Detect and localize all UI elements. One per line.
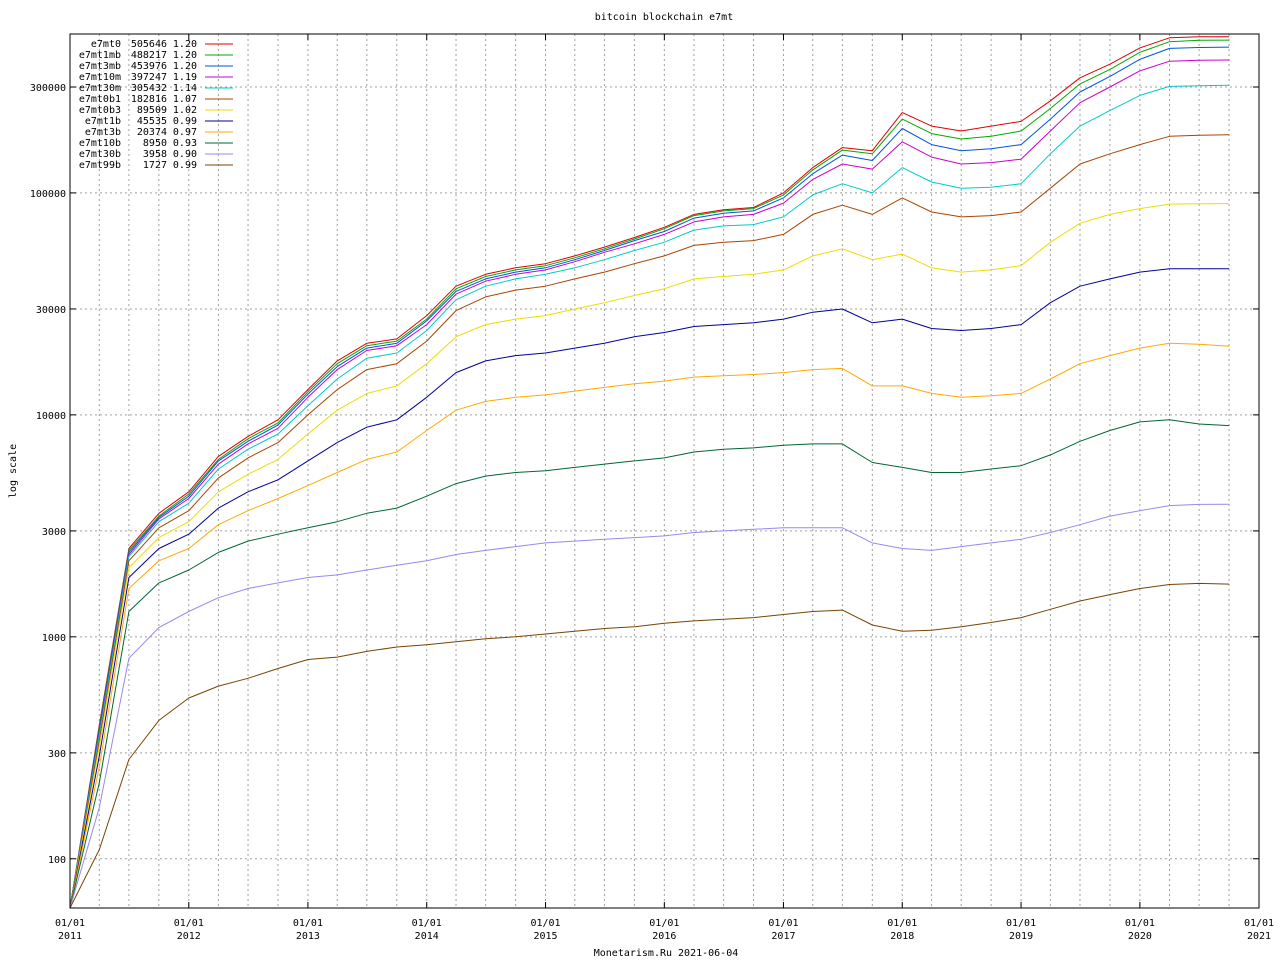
y-tick-label: 1000 bbox=[42, 633, 66, 644]
legend-entry-name: e7mt0 bbox=[91, 39, 121, 50]
legend-entry-ratio: 1.07 bbox=[173, 94, 197, 105]
series-line-e7mt3mb bbox=[69, 46, 1230, 909]
x-tick-label-year: 2015 bbox=[533, 931, 557, 942]
legend-entry-name: e7mt1b bbox=[85, 116, 121, 127]
legend-entry-count: 488217 bbox=[131, 50, 167, 61]
legend-entry-ratio: 1.20 bbox=[173, 39, 197, 50]
x-tick-label-year: 2011 bbox=[58, 931, 82, 942]
series-line-e7mt1b bbox=[69, 268, 1230, 909]
legend-entry-ratio: 0.90 bbox=[173, 149, 197, 160]
series-line-e7mt0 bbox=[69, 36, 1230, 909]
series-line-e7mt30m bbox=[69, 84, 1230, 909]
x-tick-label: 01/01 bbox=[1006, 918, 1036, 929]
y-tick-label: 3000 bbox=[42, 527, 66, 538]
x-tick-label: 01/01 bbox=[55, 918, 85, 929]
legend-entry-name: e7mt1mb bbox=[79, 50, 121, 61]
legend-entry-name: e7mt3b bbox=[85, 127, 121, 138]
legend-entry-name: e7mt99b bbox=[79, 160, 121, 171]
legend-entry-name: e7mt30b bbox=[79, 149, 121, 160]
x-tick-label: 01/01 bbox=[174, 918, 204, 929]
grid-layer bbox=[70, 34, 1259, 908]
legend-entry-name: e7mt0b3 bbox=[79, 105, 121, 116]
legend-entry-count: 397247 bbox=[131, 72, 167, 83]
x-tick-label: 01/01 bbox=[1125, 918, 1155, 929]
legend-entry-name: e7mt30m bbox=[79, 83, 121, 94]
series-line-e7mt0b1 bbox=[69, 134, 1230, 909]
legend-entry-count: 8950 bbox=[143, 138, 167, 149]
x-tick-label: 01/01 bbox=[649, 918, 679, 929]
y-tick-label: 30000 bbox=[36, 305, 66, 316]
x-tick-label-year: 2020 bbox=[1128, 931, 1152, 942]
x-tick-label-year: 2019 bbox=[1009, 931, 1033, 942]
series-line-e7mt3b bbox=[69, 342, 1230, 909]
series-line-e7mt99b bbox=[69, 582, 1230, 909]
legend-entry-name: e7mt3mb bbox=[79, 61, 121, 72]
legend-entry-count: 182816 bbox=[131, 94, 167, 105]
y-tick-label: 10000 bbox=[36, 411, 66, 422]
legend-entry-count: 20374 bbox=[137, 127, 167, 138]
x-tick-label: 01/01 bbox=[412, 918, 442, 929]
series-layer bbox=[69, 36, 1230, 909]
x-tick-label-year: 2018 bbox=[890, 931, 914, 942]
x-tick-label-year: 2016 bbox=[652, 931, 676, 942]
legend-entry-name: e7mt0b1 bbox=[79, 94, 121, 105]
y-tick-label: 100 bbox=[48, 855, 66, 866]
series-line-e7mt1mb bbox=[69, 39, 1230, 909]
x-tick-label: 01/01 bbox=[887, 918, 917, 929]
series-line-e7mt30b bbox=[69, 503, 1230, 909]
legend-entry-name: e7mt10b bbox=[79, 138, 121, 149]
legend-entry-ratio: 0.97 bbox=[173, 127, 197, 138]
legend-entry-count: 45535 bbox=[137, 116, 167, 127]
legend-entry-ratio: 0.99 bbox=[173, 160, 197, 171]
legend: e7mt0 505646 1.20 e7mt1mb 488217 1.20 e7mt3mb 4… bbox=[79, 39, 233, 171]
legend-entry-ratio: 1.14 bbox=[173, 83, 197, 94]
legend-entry-ratio: 0.99 bbox=[173, 116, 197, 127]
legend-entry-count: 305432 bbox=[131, 83, 167, 94]
legend-entry-name: e7mt10m bbox=[79, 72, 121, 83]
series-line-e7mt10m bbox=[69, 59, 1230, 909]
series-line-e7mt10b bbox=[69, 419, 1230, 909]
legend-entry-ratio: 1.20 bbox=[173, 61, 197, 72]
x-tick-label-year: 2021 bbox=[1247, 931, 1271, 942]
legend-entry-count: 453976 bbox=[131, 61, 167, 72]
legend-entry-count: 505646 bbox=[131, 39, 167, 50]
series-line-e7mt0b3 bbox=[69, 203, 1230, 909]
tick-layer: 100 300 1000 3000 10000 30000 100000 300000 01/0… bbox=[30, 34, 1274, 942]
legend-entry-ratio: 0.93 bbox=[173, 138, 197, 149]
x-tick-label-year: 2017 bbox=[771, 931, 795, 942]
y-tick-label: 300 bbox=[48, 749, 66, 760]
x-axis-label: Monetarism.Ru 2021-06-04 bbox=[594, 948, 739, 959]
x-tick-label-year: 2013 bbox=[296, 931, 320, 942]
x-tick-label: 01/01 bbox=[1244, 918, 1274, 929]
y-axis-label: log scale bbox=[8, 444, 19, 498]
legend-entry-count: 1727 bbox=[143, 160, 167, 171]
legend-entry-count: 89509 bbox=[137, 105, 167, 116]
y-tick-label: 300000 bbox=[30, 83, 66, 94]
x-tick-label: 01/01 bbox=[530, 918, 560, 929]
x-tick-label-year: 2014 bbox=[415, 931, 439, 942]
x-tick-label: 01/01 bbox=[293, 918, 323, 929]
x-tick-label: 01/01 bbox=[768, 918, 798, 929]
y-tick-label: 100000 bbox=[30, 189, 66, 200]
legend-entry-count: 3958 bbox=[143, 149, 167, 160]
legend-entry-ratio: 1.02 bbox=[173, 105, 197, 116]
legend-entry-ratio: 1.19 bbox=[173, 72, 197, 83]
x-tick-label-year: 2012 bbox=[177, 931, 201, 942]
chart-title: bitcoin blockchain e7mt bbox=[595, 12, 733, 23]
legend-entry-ratio: 1.20 bbox=[173, 50, 197, 61]
